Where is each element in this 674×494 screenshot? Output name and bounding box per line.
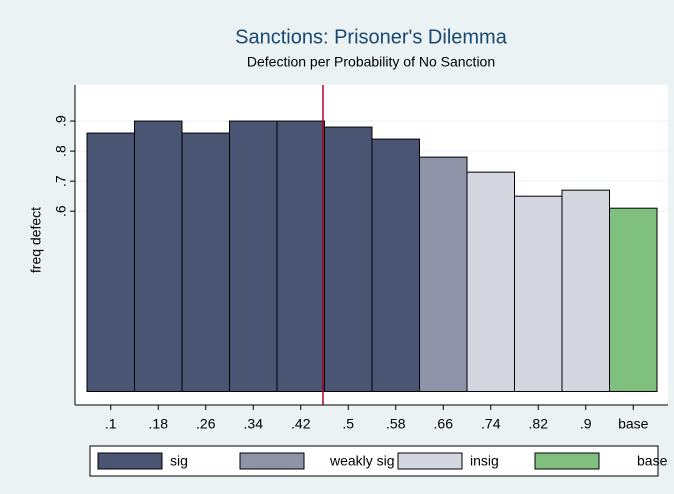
bar [466, 171, 515, 392]
y-tick-label: .7 [53, 175, 69, 187]
x-tick-label: .66 [434, 416, 454, 432]
x-tick-label: .42 [291, 416, 311, 432]
x-tick-label: .5 [342, 416, 354, 432]
bar [86, 132, 135, 392]
legend-label: weakly sig [329, 453, 395, 469]
x-tick-label: .34 [244, 416, 264, 432]
bar [514, 195, 563, 392]
bar [419, 156, 468, 392]
legend-label: insig [470, 453, 499, 469]
bar [561, 189, 610, 392]
legend-swatch [534, 452, 600, 470]
bar [229, 120, 278, 392]
legend-swatch [397, 452, 463, 470]
y-tick-label: .6 [53, 205, 69, 217]
legend [89, 445, 659, 477]
x-tick-label: .26 [196, 416, 216, 432]
chart-title: Sanctions: Prisoner's Dilemma [235, 26, 508, 48]
bar [324, 126, 373, 392]
bar [181, 132, 230, 392]
bar [276, 120, 325, 392]
legend-label: base [637, 453, 668, 469]
x-tick-label: .9 [580, 416, 592, 432]
y-tick-label: .9 [53, 115, 69, 127]
chart-subtitle: Defection per Probability of No Sanction [247, 54, 495, 70]
legend-swatch [97, 452, 163, 470]
bar [609, 207, 658, 392]
x-tick-label: .82 [529, 416, 549, 432]
legend-label: sig [170, 453, 188, 469]
x-tick-label: base [618, 416, 649, 432]
x-tick-label: .58 [386, 416, 406, 432]
legend-swatch [239, 452, 305, 470]
x-tick-label: .1 [105, 416, 117, 432]
bar [371, 138, 420, 392]
x-tick-label: .18 [149, 416, 169, 432]
bar [134, 120, 183, 392]
y-axis-label: freq defect [28, 207, 44, 273]
y-tick-label: .8 [53, 145, 69, 157]
x-tick-label: .74 [481, 416, 501, 432]
bars [86, 120, 658, 392]
